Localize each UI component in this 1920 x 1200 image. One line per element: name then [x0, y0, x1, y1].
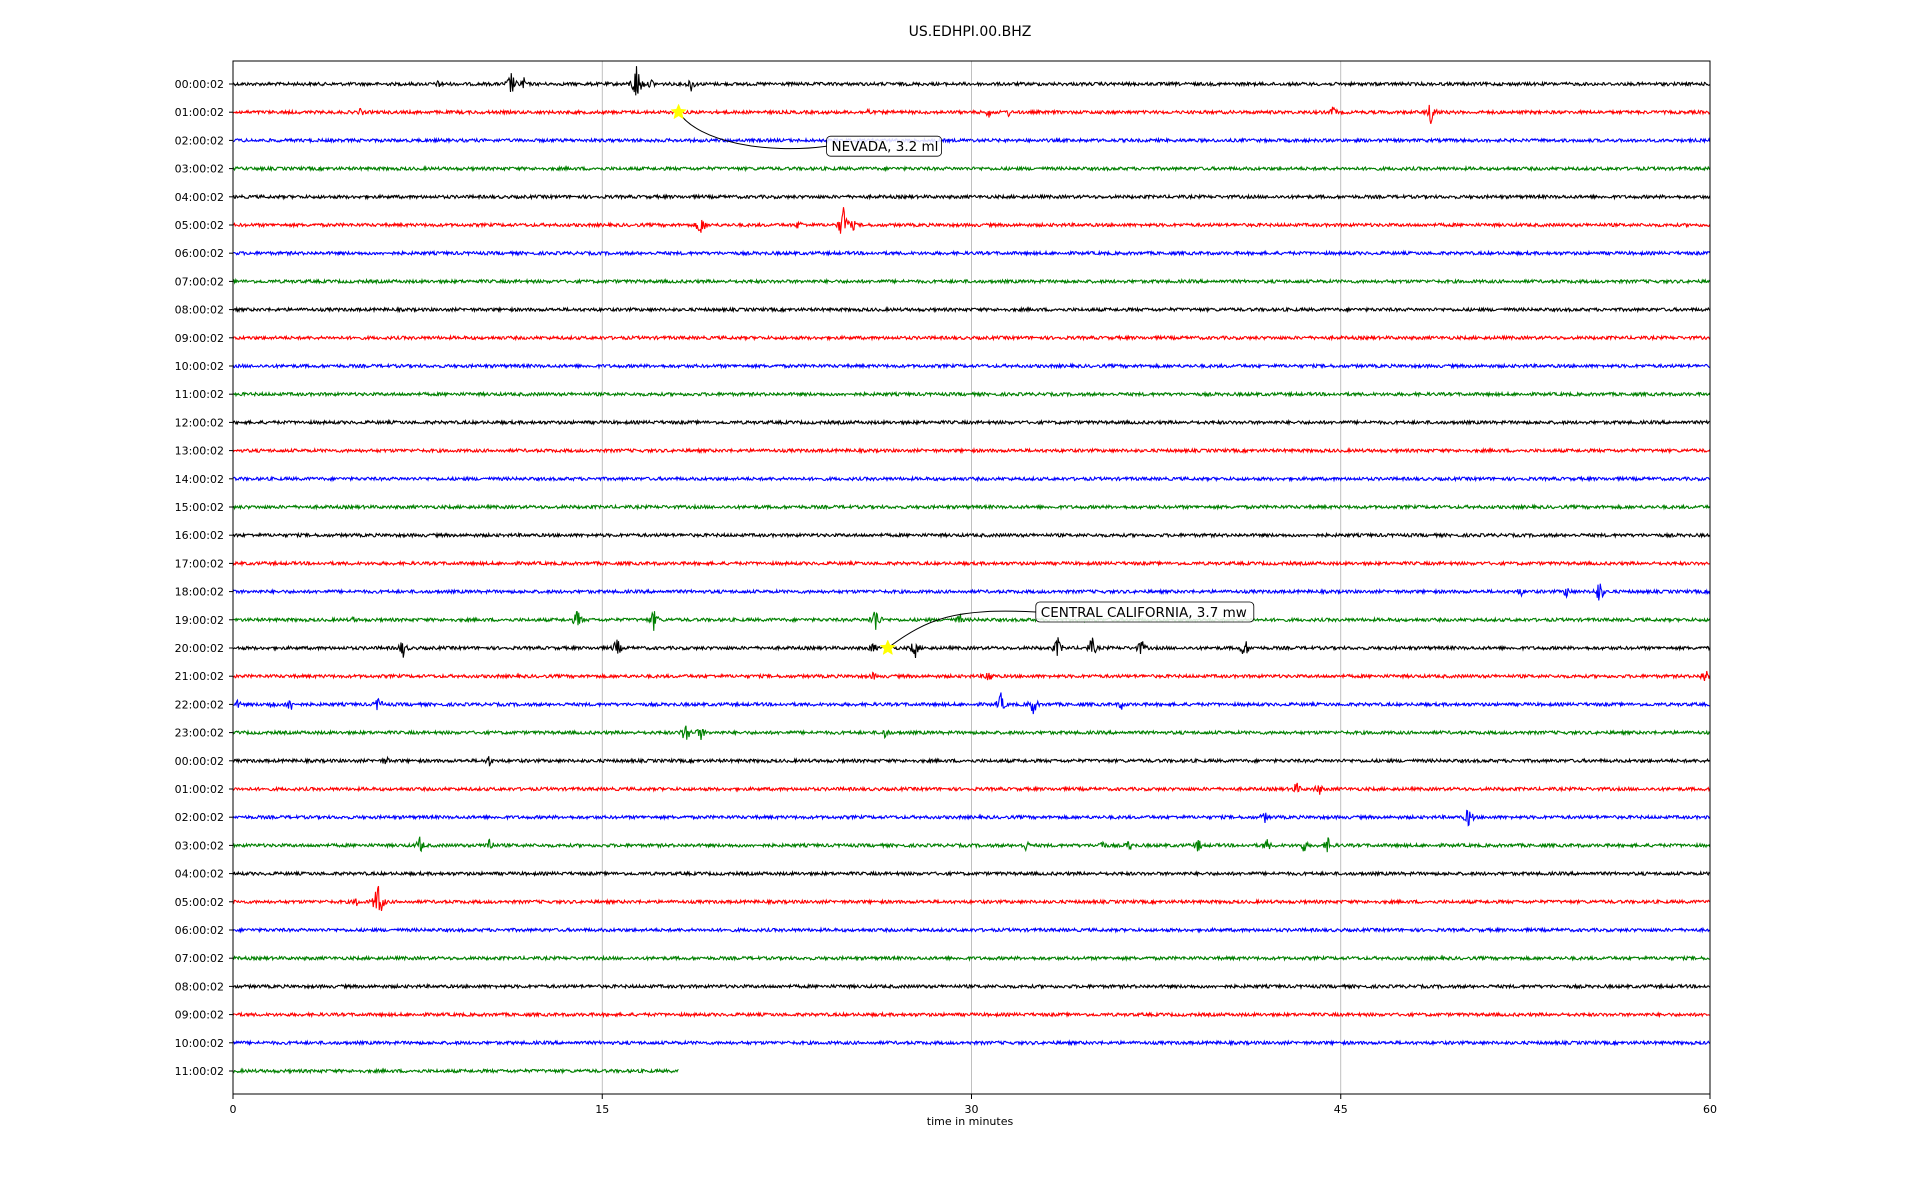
- y-tick-label: 03:00:02: [175, 163, 224, 176]
- y-tick-label: 03:00:02: [175, 839, 224, 852]
- y-tick-label: 10:00:02: [175, 360, 224, 373]
- y-tick-label: 14:00:02: [175, 473, 224, 486]
- trace-row: [232, 869, 1711, 878]
- y-tick-label: 23:00:02: [175, 727, 224, 740]
- y-tick-label: 12:00:02: [175, 416, 224, 429]
- y-tick-label: 02:00:02: [175, 134, 224, 147]
- trace-row: [232, 164, 1711, 173]
- trace-row: [232, 836, 1711, 853]
- y-tick-label: 08:00:02: [175, 980, 224, 993]
- trace-row: [232, 1067, 679, 1075]
- trace-row: [232, 305, 1711, 314]
- trace-row: [232, 692, 1710, 715]
- y-tick-label: 07:00:02: [175, 952, 224, 965]
- trace-row: [232, 446, 1711, 455]
- annotation-label: CENTRAL CALIFORNIA, 3.7 mw: [1041, 605, 1247, 621]
- trace-row: [232, 611, 1711, 631]
- y-tick-label: 19:00:02: [175, 614, 224, 627]
- annotation-connector: [678, 111, 827, 150]
- annotation-box: [1035, 601, 1255, 623]
- chart-title: US.EDHPI.00.BHZ: [909, 24, 1032, 40]
- trace-row: [232, 637, 1711, 659]
- y-tick-label: 20:00:02: [175, 642, 224, 655]
- trace-row: [232, 193, 1711, 201]
- trace-row: [232, 670, 1711, 682]
- y-tick-labels: 00:00:02 01:00:02 02:00:02 03:00:02 04:00:02…: [175, 78, 233, 1078]
- y-tick-label: 01:00:02: [175, 783, 224, 796]
- x-axis: 0 15 30 45 60: [230, 1094, 1717, 1116]
- y-tick-label: 00:00:02: [175, 755, 224, 768]
- y-tick-label: 08:00:02: [175, 304, 224, 317]
- y-tick-label: 11:00:02: [175, 388, 224, 401]
- trace-row: [232, 390, 1711, 398]
- y-tick-label: 04:00:02: [175, 191, 224, 204]
- y-tick-label: 02:00:02: [175, 811, 224, 824]
- event-star-icon: [879, 639, 897, 656]
- trace-row: [232, 475, 1711, 483]
- y-tick-label: 21:00:02: [175, 670, 224, 683]
- trace-row: [232, 885, 1711, 911]
- y-tick-label: 13:00:02: [175, 445, 224, 458]
- x-tick-label: 30: [965, 1103, 979, 1116]
- trace-row: [232, 207, 1711, 234]
- y-tick-label: 17:00:02: [175, 557, 224, 570]
- trace-row: [232, 66, 1711, 96]
- trace-row: [232, 531, 1711, 539]
- x-tick-label: 15: [595, 1103, 609, 1116]
- trace-row: [232, 362, 1710, 370]
- trace-row: [232, 418, 1710, 427]
- grid-lines: [601, 61, 1342, 1094]
- trace-row: [232, 982, 1711, 991]
- x-tick-label: 60: [1703, 1103, 1717, 1116]
- trace-row: [232, 583, 1711, 601]
- trace-row: [232, 277, 1711, 286]
- annotation-label: NEVADA, 3.2 ml: [832, 139, 939, 155]
- trace-row: [232, 725, 1711, 741]
- trace-row: [232, 136, 1711, 145]
- trace-row: [232, 1039, 1711, 1047]
- y-tick-label: 05:00:02: [175, 896, 224, 909]
- trace-row: [232, 809, 1711, 827]
- y-tick-label: 06:00:02: [175, 924, 224, 937]
- y-tick-label: 06:00:02: [175, 247, 224, 260]
- y-tick-label: 16:00:02: [175, 529, 224, 542]
- seismic-traces: [232, 66, 1711, 1075]
- trace-row: [232, 755, 1711, 767]
- trace-row: [232, 249, 1711, 257]
- annotation-box: [826, 135, 942, 157]
- y-tick-label: 01:00:02: [175, 106, 224, 119]
- trace-row: [232, 559, 1710, 568]
- plot-frame: [232, 60, 1711, 1095]
- event-annotations: NEVADA, 3.2 ml CENTRAL CALIFORNIA, 3.7 mw: [670, 103, 1255, 656]
- y-tick-label: 04:00:02: [175, 868, 224, 881]
- y-tick-label: 07:00:02: [175, 275, 224, 288]
- y-tick-label: 15:00:02: [175, 501, 224, 514]
- y-tick-label: 05:00:02: [175, 219, 224, 232]
- trace-row: [232, 926, 1711, 934]
- trace-row: [232, 104, 1711, 124]
- trace-row: [232, 782, 1711, 795]
- event-star-icon: [670, 103, 687, 120]
- y-tick-label: 09:00:02: [175, 332, 224, 345]
- trace-row: [232, 954, 1710, 962]
- y-tick-label: 22:00:02: [175, 698, 224, 711]
- y-tick-label: 00:00:02: [175, 78, 224, 91]
- y-tick-label: 11:00:02: [175, 1065, 224, 1078]
- y-tick-label: 18:00:02: [175, 586, 224, 599]
- y-tick-label: 10:00:02: [175, 1037, 224, 1050]
- x-axis-label: time in minutes: [927, 1115, 1014, 1128]
- trace-row: [232, 1010, 1710, 1019]
- annotation-connector: [887, 610, 1036, 649]
- x-tick-label: 45: [1334, 1103, 1348, 1116]
- trace-row: [232, 503, 1711, 511]
- trace-row: [232, 334, 1711, 342]
- y-tick-label: 09:00:02: [175, 1009, 224, 1022]
- x-tick-label: 0: [230, 1103, 237, 1116]
